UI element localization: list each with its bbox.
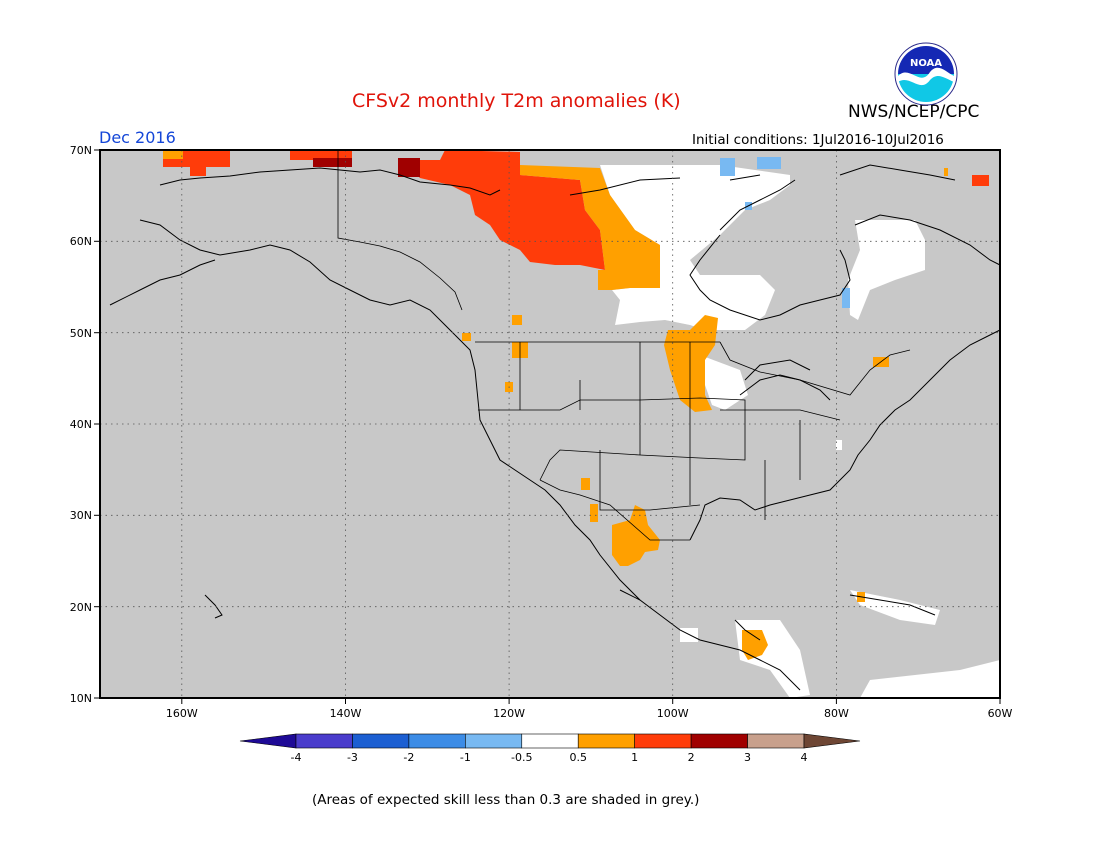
colorbar-label: 0.5 — [569, 751, 587, 764]
lon-label-140w: 140W — [330, 707, 362, 720]
tick-marks — [94, 149, 1001, 704]
anomaly-patch — [398, 158, 420, 177]
anomaly-patch — [462, 333, 471, 341]
anomaly-patch — [664, 315, 718, 412]
colorbar-swatch — [352, 733, 410, 749]
colorbar-label: 3 — [744, 751, 751, 764]
initial-conditions: Initial conditions: 1Jul2016-10Jul2016 — [692, 132, 944, 148]
anomaly-patch — [842, 288, 850, 308]
anomaly-patch — [190, 165, 206, 176]
colorbar: -4 -3 -2 -1 -0.5 0.5 1 2 3 4 — [239, 733, 861, 764]
colorbar-swatch — [634, 733, 692, 749]
colorbar-label: 2 — [688, 751, 695, 764]
anomaly-patch — [972, 175, 989, 186]
anomaly-patch — [512, 315, 522, 325]
colorbar-swatch — [803, 733, 861, 749]
noaa-logo-icon: NOAA — [894, 42, 958, 106]
latitude-labels: 70N 60N 50N 40N 30N 20N 10N — [70, 144, 92, 705]
colorbar-swatch — [521, 733, 579, 749]
lat-label-70n: 70N — [70, 144, 92, 157]
lat-label-40n: 40N — [70, 418, 92, 431]
anomaly-patch — [313, 158, 352, 167]
anomaly-patch — [612, 505, 660, 566]
colorbar-label: 1 — [631, 751, 638, 764]
longitude-labels: 160W 140W 120W 100W 80W 60W — [166, 707, 1013, 720]
colorbar-swatch — [747, 733, 805, 749]
lat-label-60n: 60N — [70, 235, 92, 248]
colorbar-swatch — [690, 733, 748, 749]
colorbar-swatch — [465, 733, 523, 749]
lon-label-100w: 100W — [657, 707, 689, 720]
colorbar-label: 4 — [801, 751, 808, 764]
anomaly-patch — [757, 157, 781, 169]
anomaly-patch — [163, 150, 183, 159]
lon-label-80w: 80W — [824, 707, 849, 720]
anomaly-patch — [290, 150, 352, 160]
colorbar-label: -0.5 — [511, 751, 532, 764]
anomaly-patch — [742, 630, 768, 660]
organization-label: NWS/NCEP/CPC — [848, 102, 980, 122]
anomaly-patch — [944, 168, 948, 176]
colorbar-label: -1 — [460, 751, 471, 764]
near-normal-region — [848, 220, 925, 320]
colorbar-swatch — [239, 733, 297, 749]
lat-label-10n: 10N — [70, 692, 92, 705]
noaa-logo-text: NOAA — [910, 58, 942, 69]
lon-label-160w: 160W — [166, 707, 198, 720]
colorbar-label: -2 — [403, 751, 414, 764]
colorbar-label: -3 — [347, 751, 358, 764]
colorbar-swatch — [408, 733, 466, 749]
anomaly-patch — [581, 478, 590, 490]
colorbar-swatch — [295, 733, 353, 749]
near-normal-region — [700, 355, 748, 410]
colorbar-label: -4 — [291, 751, 302, 764]
map-title: CFSv2 monthly T2m anomalies (K) — [352, 90, 681, 112]
anomaly-patch — [590, 504, 598, 522]
colorbar-swatch — [577, 733, 635, 749]
lon-label-60w: 60W — [988, 707, 1013, 720]
lat-label-50n: 50N — [70, 327, 92, 340]
anomaly-patch — [400, 150, 605, 270]
anomaly-patch — [520, 165, 660, 290]
anomaly-patch — [720, 158, 735, 176]
footnote: (Areas of expected skill less than 0.3 a… — [312, 792, 700, 808]
lon-label-120w: 120W — [493, 707, 525, 720]
near-normal-region — [860, 660, 1000, 698]
near-normal-region — [836, 440, 842, 450]
coastlines — [109, 164, 1001, 691]
lat-label-30n: 30N — [70, 509, 92, 522]
lat-label-20n: 20N — [70, 601, 92, 614]
valid-month: Dec 2016 — [99, 128, 176, 147]
grid-lines — [100, 150, 1000, 698]
near-normal-region — [600, 165, 790, 330]
